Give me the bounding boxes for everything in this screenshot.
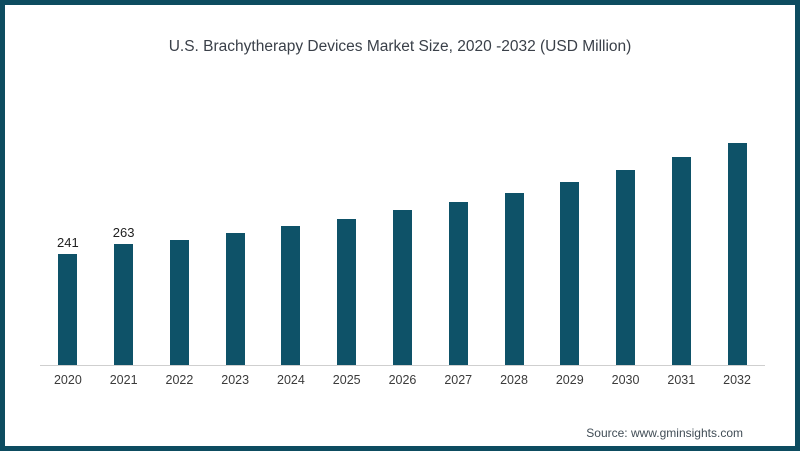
bar-slot-2027 <box>430 126 486 365</box>
bar-slot-2025 <box>319 126 375 365</box>
bar-slot-2021: 263 <box>96 126 152 365</box>
bar-slot-2022 <box>152 126 208 365</box>
x-tick-label-2023: 2023 <box>221 373 250 387</box>
bar-2024 <box>281 226 301 365</box>
bar-2028 <box>504 192 524 365</box>
plot-area: 241 263 <box>40 126 765 366</box>
bar-2025 <box>337 218 357 365</box>
bar-2030 <box>616 170 636 365</box>
x-tick-label-2027: 2027 <box>444 373 473 387</box>
x-axis-labels: 2020 2021 2022 2023 2024 2025 2026 2027 2028 2029… <box>40 373 765 387</box>
x-tick-label-2028: 2028 <box>500 373 528 387</box>
bar-slot-2032 <box>709 126 765 365</box>
source-attribution: Source: www.gminsights.com <box>586 426 743 440</box>
x-tick-label-2030: 2030 <box>611 373 640 387</box>
x-tick-label-2032: 2032 <box>723 373 751 387</box>
bar-2022 <box>169 240 189 365</box>
bar-2029 <box>560 181 580 365</box>
bars-container: 241 263 <box>40 126 765 365</box>
bar-slot-2024 <box>263 126 319 365</box>
bar-slot-2028 <box>486 126 542 365</box>
chart-title: U.S. Brachytherapy Devices Market Size, … <box>168 38 632 55</box>
x-tick-label-2029: 2029 <box>555 373 584 387</box>
bar-2021 <box>114 244 134 365</box>
bar-2026 <box>392 210 412 365</box>
bar-2020 <box>58 254 78 365</box>
bar-slot-2029 <box>542 126 598 365</box>
x-tick-label-2026: 2026 <box>388 373 417 387</box>
bar-slot-2030 <box>598 126 654 365</box>
x-tick-label-2021: 2021 <box>109 373 138 387</box>
x-tick-label-2031: 2031 <box>667 373 696 387</box>
x-tick-label-2025: 2025 <box>332 373 361 387</box>
bar-2032 <box>727 142 747 365</box>
bar-slot-2026 <box>375 126 431 365</box>
x-tick-label-2022: 2022 <box>165 373 194 387</box>
bar-value-label-2021: 263 <box>112 225 135 240</box>
x-tick-label-2024: 2024 <box>277 373 305 387</box>
bar-2027 <box>448 201 468 365</box>
bar-slot-2020: 241 <box>40 126 96 365</box>
bar-2023 <box>225 233 245 365</box>
bar-slot-2031 <box>653 126 709 365</box>
bar-value-label-2020: 241 <box>57 235 79 251</box>
bar-2031 <box>671 157 691 365</box>
x-tick-label-2020: 2020 <box>53 373 82 387</box>
bar-slot-2023 <box>207 126 263 365</box>
